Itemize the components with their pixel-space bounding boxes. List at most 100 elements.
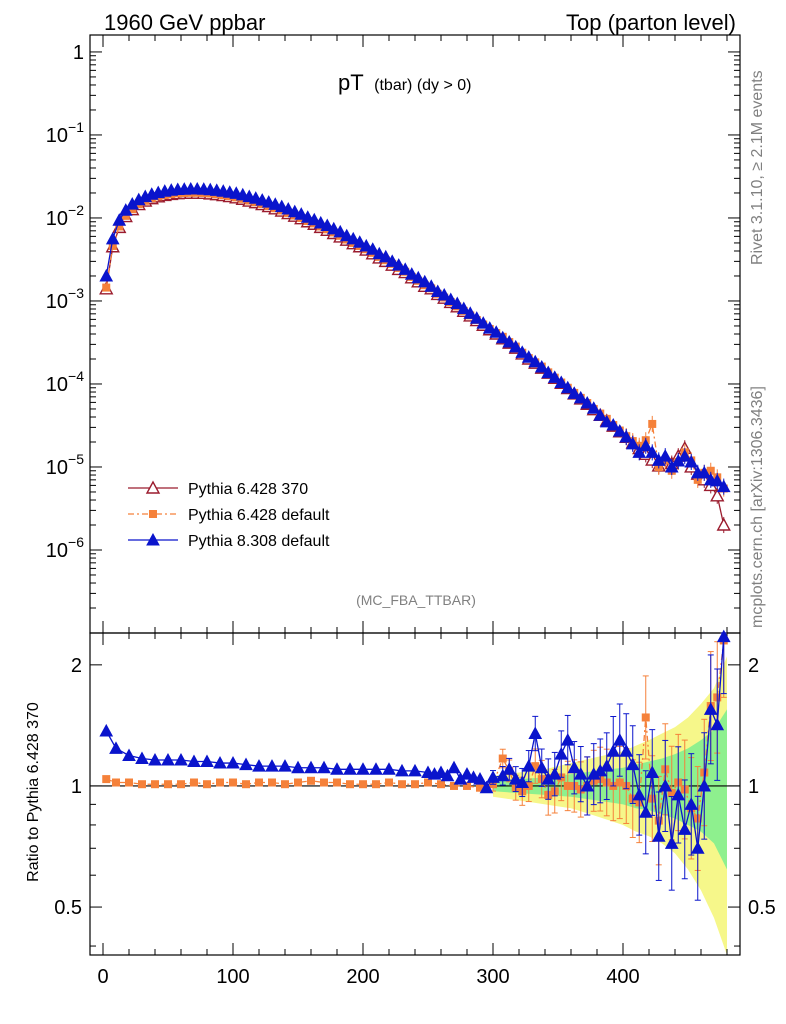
- header-left: 1960 GeV ppbar: [104, 10, 265, 35]
- ratio-data-point: [460, 767, 474, 780]
- main-data-point: [398, 262, 413, 275]
- ratio-data-point: [447, 760, 461, 774]
- main-data-point: [118, 203, 133, 216]
- main-data-point: [99, 268, 114, 282]
- main-ytick-label-exp: −4: [68, 368, 84, 384]
- ratio-ytick-label: 0.5: [54, 897, 82, 919]
- main-ytick-label-exp: −2: [68, 202, 84, 218]
- main-data-point: [625, 436, 640, 450]
- ratio-data-point: [434, 765, 448, 779]
- ratio-data-point: [213, 756, 227, 769]
- ratio-data-point: [151, 780, 159, 789]
- ratio-data-point: [291, 760, 305, 774]
- ratio-data-point: [697, 778, 712, 792]
- ratio-data-point: [547, 767, 562, 780]
- ratio-ytick-label-right: 1: [748, 776, 759, 798]
- main-data-point: [333, 224, 348, 238]
- main-ytick-label: 10−6: [46, 534, 84, 562]
- main-data-point: [372, 246, 387, 260]
- plot-title-sub: (tbar) (dy > 0): [374, 77, 471, 94]
- main-data-point: [534, 359, 549, 373]
- ratio-data-point: [216, 778, 224, 787]
- rivet-label: Rivet 3.1.10, ≥ 2.1M events: [749, 70, 766, 265]
- main-data-point: [385, 254, 400, 267]
- ratio-data-point: [359, 780, 367, 789]
- main-data-point: [541, 365, 556, 379]
- main-data-point: [645, 445, 660, 458]
- ratio-data-point: [320, 778, 328, 787]
- main-data-point: [573, 390, 588, 404]
- main-data-point: [638, 438, 653, 452]
- main-data-point: [378, 249, 393, 263]
- main-data-point: [456, 301, 471, 315]
- ratio-data-point: [554, 747, 569, 760]
- ratio-data-point: [677, 822, 692, 835]
- main-ytick-label: 10−4: [46, 368, 84, 396]
- main-ytick-label-base: 10: [46, 374, 68, 396]
- ratio-data-point: [395, 763, 409, 777]
- legend-label: Pythia 6.428 default: [188, 507, 330, 524]
- main-data-point: [294, 207, 309, 220]
- plot-title-main: pT: [338, 70, 364, 95]
- ratio-data-point: [528, 726, 543, 740]
- ratio-data-point: [408, 763, 422, 777]
- ratio-data-point: [479, 780, 494, 794]
- ratio-data-point: [671, 787, 686, 801]
- ratio-data-point: [190, 778, 198, 787]
- ratio-data-point: [531, 762, 540, 771]
- ratio-data-point: [382, 762, 396, 775]
- main-data-point: [677, 449, 692, 462]
- ratio-data-point: [278, 759, 292, 772]
- main-data-point: [706, 466, 715, 475]
- ratio-data-point: [450, 781, 458, 790]
- ratio-data-point: [563, 781, 572, 790]
- main-data-point: [489, 325, 504, 338]
- ratio-data-point: [177, 780, 185, 789]
- plot-title: pT (tbar) (dy > 0): [338, 70, 472, 95]
- main-data-point: [365, 242, 380, 255]
- ratio-data-point: [125, 778, 133, 787]
- ratio-data-point: [424, 778, 432, 787]
- main-data-point: [450, 296, 465, 310]
- ratio-data-point: [398, 780, 406, 789]
- ratio-panel: 0.5 0.5 1 1 2 2 0 100 200 300 400: [54, 629, 776, 988]
- main-data-point: [476, 316, 491, 329]
- ratio-xtick-label: 400: [606, 966, 639, 988]
- ratio-data-point: [411, 780, 419, 789]
- main-data-point: [102, 283, 111, 292]
- ratio-data-point: [710, 717, 725, 731]
- ratio-data-point: [294, 778, 302, 787]
- ratio-data-point: [102, 775, 111, 784]
- main-data-point: [606, 418, 621, 431]
- main-data-point: [508, 339, 523, 353]
- ratio-data-point: [641, 713, 650, 722]
- main-data-point: [697, 465, 712, 479]
- main-data-point: [528, 354, 543, 368]
- ratio-data-point: [667, 789, 676, 798]
- ratio-data-point: [346, 780, 354, 789]
- ratio-data-point: [495, 768, 510, 782]
- ratio-data-point: [463, 781, 471, 790]
- main-data-point: [586, 401, 601, 414]
- ratio-data-point: [534, 760, 549, 774]
- mcplots-label: mcplots.cern.ch [arXiv:1306.3436]: [749, 386, 766, 628]
- ratio-data-point: [440, 768, 455, 782]
- main-ytick-label-exp: −5: [68, 451, 84, 467]
- main-data-point: [684, 454, 699, 468]
- legend-label: Pythia 6.428 370: [188, 481, 308, 498]
- main-data-point: [658, 449, 673, 462]
- main-data-point: [108, 241, 117, 250]
- ratio-data-point: [252, 759, 266, 772]
- ratio-data-point: [573, 767, 588, 780]
- ratio-data-point: [281, 780, 289, 789]
- legend-label: Pythia 8.308 default: [188, 533, 330, 550]
- main-data-point: [612, 424, 627, 437]
- ratio-data-point: [99, 723, 114, 737]
- legend-marker: [149, 510, 157, 518]
- main-data-point: [547, 370, 562, 383]
- legend-marker: [146, 532, 160, 546]
- ratio-data-point: [304, 760, 318, 774]
- ratio-data-point: [658, 778, 673, 792]
- ratio-data-point: [476, 783, 484, 792]
